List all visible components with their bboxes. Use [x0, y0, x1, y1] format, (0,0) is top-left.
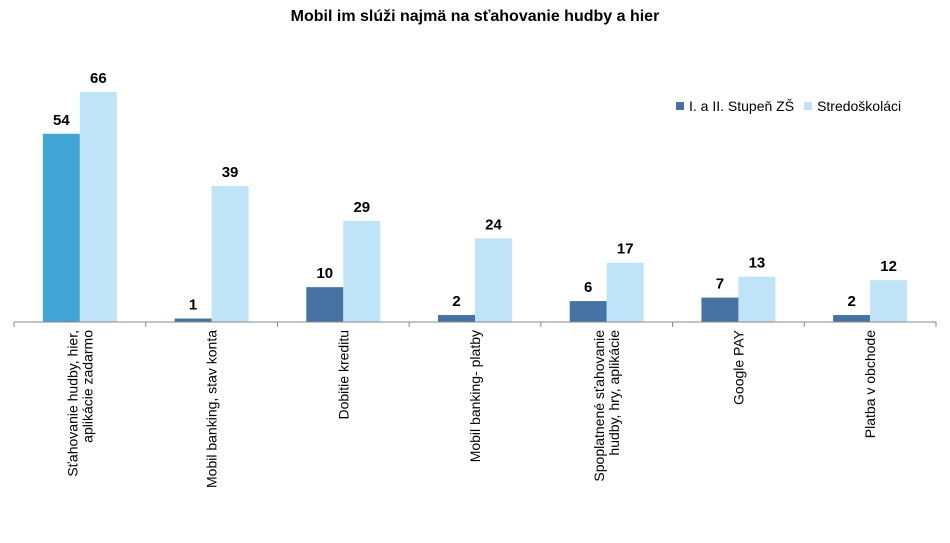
category-label-6: Google PAY: [730, 329, 746, 405]
data-label-series-2-cat-1: 66: [90, 70, 107, 87]
data-label-series-1-cat-7: 2: [847, 293, 855, 310]
bar-series-1-cat-2: [174, 318, 212, 322]
data-label-series-2-cat-4: 24: [485, 216, 502, 233]
category-label-line: Mobil banking- platby: [467, 330, 483, 462]
category-label-4: Mobil banking- platby: [467, 330, 483, 462]
data-label-series-1-cat-5: 6: [584, 279, 592, 296]
legend-label-series-1: I. a II. Stupeň ZŠ: [689, 98, 795, 114]
bar-series-2-cat-3: [343, 220, 381, 322]
category-label-3: Dobitie kreditu: [335, 330, 351, 420]
category-label-line: Platba v obchode: [862, 330, 878, 438]
data-label-series-1-cat-2: 1: [189, 297, 197, 314]
chart-title: Mobil im slúži najmä na sťahovanie hudby…: [290, 8, 660, 25]
bar-series-2-cat-7: [870, 280, 908, 322]
category-label-line: aplikácie zadarmo: [79, 330, 95, 443]
bar-series-2-cat-6: [738, 276, 776, 322]
data-label-series-1-cat-1: 54: [53, 112, 70, 129]
category-label-line: Mobil banking, stav konta: [204, 330, 220, 488]
data-label-series-2-cat-3: 29: [353, 199, 370, 216]
data-label-series-2-cat-2: 39: [222, 164, 239, 181]
data-label-series-2-cat-7: 12: [880, 258, 897, 275]
bar-series-1-cat-1: [42, 133, 80, 322]
data-label-series-1-cat-3: 10: [316, 265, 333, 282]
bar-series-1-cat-7: [833, 315, 871, 322]
bar-series-2-cat-5: [606, 262, 644, 322]
legend-item-series-1: I. a II. Stupeň ZŠ: [676, 98, 794, 114]
category-label-1: Sťahovanie hudby, hier, aplikácie zadarmo: [64, 330, 95, 477]
legend: I. a II. Stupeň ZŠ Stredoškoláci: [676, 98, 911, 114]
legend-swatch-series-2: [804, 102, 813, 110]
category-label-line: hudby, hry, aplikácie: [606, 330, 622, 456]
bar-series-2-cat-1: [79, 91, 117, 322]
category-label-5: Spoplatnené sťahovanie hudby, hry, apliká…: [591, 330, 622, 482]
bar-series-1-cat-4: [438, 315, 475, 322]
data-label-series-1-cat-6: 7: [716, 276, 724, 293]
category-label-line: Spoplatnené sťahovanie: [591, 330, 607, 482]
bar-series-2-cat-4: [475, 238, 512, 322]
category-label-line: Sťahovanie hudby, hier,: [64, 330, 80, 477]
legend-swatch-series-1: [676, 102, 684, 110]
data-label-series-1-cat-4: 2: [452, 293, 460, 310]
legend-label-series-2: Stredoškoláci: [817, 98, 902, 114]
category-label-7: Platba v obchode: [862, 330, 878, 438]
bar-series-2-cat-2: [211, 186, 249, 322]
data-label-series-2-cat-6: 13: [749, 255, 766, 272]
category-label-2: Mobil banking, stav konta: [204, 330, 220, 488]
legend-item-series-2: Stredoškoláci: [804, 98, 901, 114]
category-label-line: Google PAY: [730, 329, 746, 405]
category-label-line: Dobitie kreditu: [335, 330, 351, 420]
bar-series-1-cat-6: [701, 297, 739, 322]
data-label-series-2-cat-5: 17: [617, 241, 634, 258]
bar-series-1-cat-5: [569, 301, 607, 322]
bar-series-1-cat-3: [306, 287, 344, 322]
